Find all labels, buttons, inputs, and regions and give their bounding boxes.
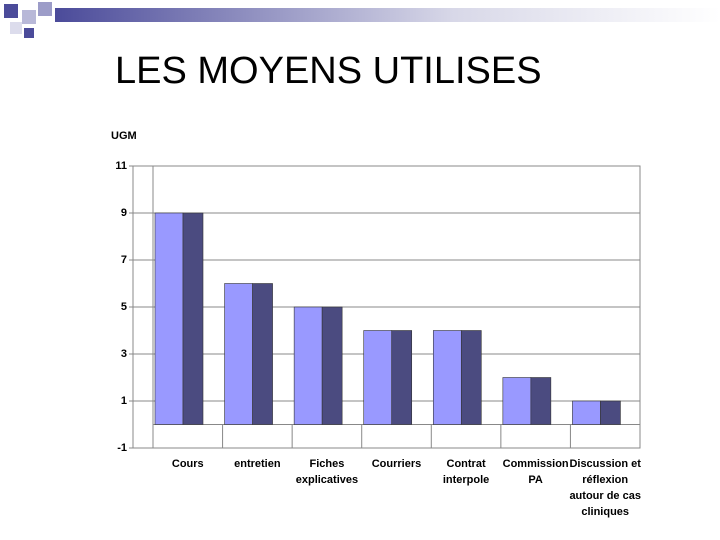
bar — [252, 283, 273, 425]
y-tick-label: 1 — [121, 395, 127, 407]
decor-square — [22, 10, 36, 24]
y-tick-label: 11 — [115, 160, 127, 172]
y-tick-label: 9 — [121, 207, 127, 219]
decor-square — [4, 4, 18, 18]
y-axis-label: UGM — [111, 130, 137, 142]
x-tick-label: Discussion et réflexion autour de cas cl… — [569, 458, 641, 518]
bar — [321, 306, 343, 425]
bar — [572, 400, 601, 425]
y-tick-label: -1 — [117, 442, 127, 454]
bar — [600, 400, 621, 425]
bar — [432, 330, 462, 425]
x-tick-label: entretien — [234, 458, 281, 470]
x-tick-label: Commission PA — [502, 458, 569, 486]
x-tick-label: Contrat interpole — [442, 458, 490, 486]
bar — [530, 377, 552, 425]
slide-title: LES MOYENS UTILISES — [115, 50, 542, 92]
y-tick-label: 3 — [121, 348, 127, 360]
y-tick-label: 7 — [121, 254, 127, 266]
bar — [182, 212, 204, 425]
y-tick-label: 5 — [121, 301, 127, 313]
decor-square — [24, 28, 34, 38]
decor-bar — [55, 8, 720, 22]
bar — [391, 330, 413, 425]
bar — [363, 330, 393, 425]
x-tick-label: Fiches explicatives — [295, 458, 359, 486]
bar — [502, 377, 532, 425]
x-tick-label: Courriers — [371, 458, 422, 470]
bar — [460, 330, 482, 425]
decor-square — [38, 2, 52, 16]
bar — [224, 283, 253, 425]
bar — [154, 212, 184, 425]
bar — [293, 306, 323, 425]
decor-square — [10, 22, 22, 34]
x-tick-label: Cours — [171, 458, 204, 470]
